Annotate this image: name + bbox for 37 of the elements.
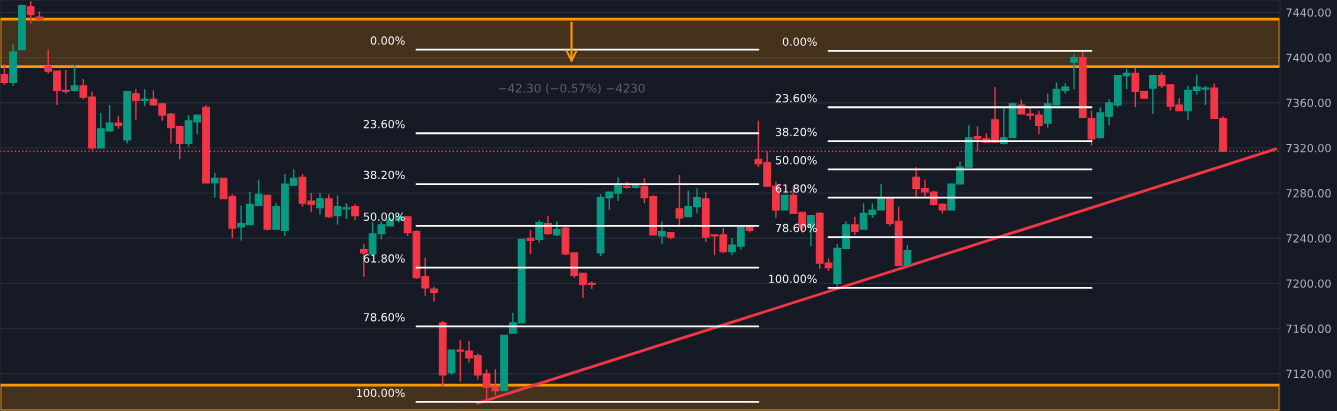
candlestick bbox=[658, 220, 666, 245]
series-label: 0.00% bbox=[370, 36, 405, 45]
y-tick-label: 7200.00 bbox=[1286, 279, 1331, 288]
y-tick-label: 7120.00 bbox=[1286, 369, 1331, 379]
candlestick bbox=[447, 349, 456, 376]
candlestick bbox=[850, 216, 859, 236]
candlestick bbox=[316, 192, 324, 216]
annotation: −42.30 (−0.57%) −4230 bbox=[498, 83, 645, 94]
series-label: 100.00% bbox=[357, 388, 405, 398]
series-label: 50.00% bbox=[363, 212, 405, 221]
candlestick bbox=[210, 172, 219, 199]
y-tick-label: 7160.00 bbox=[1286, 324, 1331, 333]
candlestick bbox=[1087, 109, 1096, 147]
series-label: 78.60% bbox=[363, 312, 405, 322]
y-tick-label: 7440.00 bbox=[1286, 8, 1331, 17]
series-label: 50.00% bbox=[775, 156, 817, 165]
y-tick-label: 7280.00 bbox=[1286, 189, 1331, 198]
y-tick-label: 7400.00 bbox=[1286, 53, 1331, 62]
candlestick bbox=[1070, 53, 1078, 90]
candlestick bbox=[526, 229, 535, 255]
candlestick bbox=[0, 63, 9, 86]
series-label: 100.00% bbox=[769, 274, 817, 283]
y-tick-label: 7360.00 bbox=[1286, 98, 1331, 108]
candlestick bbox=[70, 64, 79, 93]
series-label: 23.60% bbox=[363, 119, 405, 129]
candlestick bbox=[132, 88, 140, 121]
y-tick-label: 7240.00 bbox=[1286, 234, 1331, 243]
candlestick bbox=[324, 193, 333, 219]
candlestick bbox=[903, 244, 912, 267]
candlestick bbox=[675, 174, 684, 228]
series-label: 38.20% bbox=[363, 170, 405, 180]
series-label: 23.60% bbox=[775, 93, 817, 103]
candlestick bbox=[1148, 74, 1157, 115]
series-label: 0.00% bbox=[782, 37, 817, 46]
series-label: 38.20% bbox=[775, 127, 817, 137]
y-tick-label: 7320.00 bbox=[1286, 143, 1331, 153]
candlestick bbox=[26, 0, 35, 25]
